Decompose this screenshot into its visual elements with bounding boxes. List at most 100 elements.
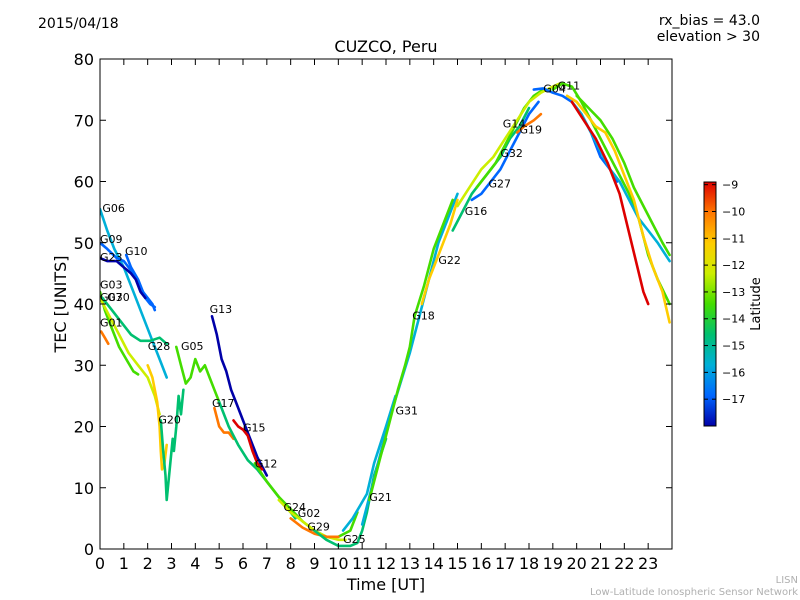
y-axis-ticks: 0 10 20 30 40 50 60 70 80	[74, 50, 672, 559]
series-label-g12: G12	[255, 458, 278, 471]
credit-short: LISN	[775, 575, 798, 586]
series-g20	[159, 388, 185, 502]
network-credit: LISN Low-Latitude Ionospheric Sensor Net…	[590, 575, 798, 599]
series-label-g21: G21	[369, 491, 392, 504]
series-label-g18: G18	[412, 309, 435, 322]
x-tick-label: 11	[352, 554, 372, 573]
series-label-g20: G20	[158, 413, 181, 426]
y-tick-label: 30	[74, 356, 94, 375]
x-tick-label: 1	[119, 554, 129, 573]
series-label-g09: G09	[100, 233, 123, 246]
series-label-g30: G30	[107, 291, 130, 304]
x-tick-label: 8	[286, 554, 296, 573]
series-g01	[100, 330, 110, 346]
series-label-g31: G31	[396, 404, 419, 417]
x-tick-label: 4	[190, 554, 200, 573]
colorbar-tick-label: −16	[722, 366, 745, 379]
series-label-g01: G01	[100, 317, 123, 330]
x-tick-label: 2	[143, 554, 153, 573]
series-label-g06: G06	[102, 202, 125, 215]
series-label-g11: G11	[558, 80, 581, 93]
series-label-g15: G15	[243, 421, 266, 434]
colorbar-tick-label: −9	[722, 179, 738, 192]
x-tick-label: 6	[238, 554, 248, 573]
x-tick-label: 20	[566, 554, 586, 573]
series-layer	[100, 82, 671, 548]
colorbar-tick-label: −14	[722, 313, 745, 326]
series-label-g07: G07	[100, 291, 123, 304]
series-g29	[289, 517, 340, 539]
series-s22	[565, 94, 671, 324]
x-tick-label: 19	[543, 554, 563, 573]
y-tick-label: 20	[74, 418, 94, 437]
series-g27	[470, 100, 540, 202]
x-tick-label: 14	[423, 554, 443, 573]
series-label-g05: G05	[181, 340, 204, 353]
series-label-g27: G27	[489, 178, 512, 191]
series-label-g14: G14	[503, 118, 526, 131]
series-label-g23: G23	[100, 251, 123, 264]
elevation-label: elevation > 30	[656, 29, 760, 45]
x-tick-label: 23	[638, 554, 658, 573]
x-tick-label: 17	[495, 554, 515, 573]
series-g05	[175, 345, 221, 404]
x-tick-label: 18	[519, 554, 539, 573]
series-label-g24: G24	[284, 501, 307, 514]
series-label-g17: G17	[212, 397, 235, 410]
series-g22	[420, 198, 459, 306]
x-tick-label: 0	[95, 554, 105, 573]
y-tick-label: 10	[74, 479, 94, 498]
series-g10	[124, 253, 157, 309]
series-s23	[570, 100, 650, 306]
series-label-g10: G10	[125, 245, 148, 258]
series-g15	[232, 419, 264, 471]
rx-bias-label: rx_bias = 43.0	[658, 13, 760, 29]
x-tick-label: 16	[471, 554, 491, 573]
series-g23	[100, 256, 147, 300]
series-label-g13: G13	[210, 303, 233, 316]
colorbar-ticks: −9 −10 −11 −12 −13 −14 −15 −16 −17	[704, 179, 745, 406]
series-g19	[515, 112, 543, 134]
y-axis-label: TEC [UNITS]	[51, 256, 70, 354]
colorbar	[703, 181, 717, 427]
colorbar-tick-label: −13	[722, 286, 745, 299]
series-label-g16: G16	[465, 205, 488, 218]
x-tick-label: 3	[166, 554, 176, 573]
y-tick-label: 50	[74, 234, 94, 253]
series-g18	[367, 198, 455, 502]
series-label-g28: G28	[148, 340, 171, 353]
series-g07	[100, 296, 161, 416]
series-label-g03: G03	[100, 279, 123, 292]
series-g06	[100, 207, 168, 379]
series-label-g25: G25	[343, 533, 366, 546]
series-label-g29: G29	[307, 521, 330, 534]
series-label-g32: G32	[500, 147, 523, 160]
x-tick-label: 10	[328, 554, 348, 573]
colorbar-tick-label: −11	[722, 232, 745, 245]
series-g03	[100, 290, 140, 376]
colorbar-tick-label: −17	[722, 393, 745, 406]
series-label-g19: G19	[520, 124, 543, 137]
series-label-g22: G22	[438, 254, 461, 267]
colorbar-tick-label: −10	[722, 205, 745, 218]
series-g21	[341, 394, 397, 532]
series-label-g02: G02	[298, 507, 321, 520]
x-tick-label: 22	[614, 554, 634, 573]
series-g17	[213, 406, 235, 441]
x-axis-ticks: 0 1 2 3 4 5 6 7 8 9 10 11 12 13 14 15 16 17 18 19 20 21 22 23	[95, 59, 658, 573]
y-tick-label: 0	[84, 540, 94, 559]
series-s24	[575, 94, 671, 257]
y-tick-label: 40	[74, 295, 94, 314]
y-tick-label: 60	[74, 173, 94, 192]
colorbar-tick-label: −15	[722, 340, 745, 353]
y-tick-label: 70	[74, 111, 94, 130]
x-axis-label: Time [UT]	[346, 575, 425, 594]
settings-info: rx_bias = 43.0 elevation > 30	[657, 13, 760, 45]
date-label: 2015/04/18	[38, 16, 119, 32]
credit-long: Low-Latitude Ionospheric Sensor Network	[590, 587, 798, 598]
y-tick-label: 80	[74, 50, 94, 69]
x-tick-label: 9	[309, 554, 319, 573]
x-tick-label: 5	[214, 554, 224, 573]
